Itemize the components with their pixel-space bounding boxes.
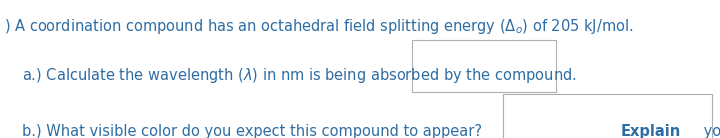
Text: a.) Calculate the wavelength ($\lambda$) in nm is being absorbed by the compound: a.) Calculate the wavelength ($\lambda$)… bbox=[22, 66, 577, 85]
Text: your reasoning clearly.: your reasoning clearly. bbox=[699, 124, 720, 138]
FancyBboxPatch shape bbox=[412, 40, 556, 92]
Text: ) A coordination compound has an octahedral field splitting energy ($\Delta_o$) : ) A coordination compound has an octahed… bbox=[4, 17, 633, 36]
Text: b.) What visible color do you expect this compound to appear?: b.) What visible color do you expect thi… bbox=[22, 124, 486, 138]
FancyBboxPatch shape bbox=[503, 94, 712, 138]
Text: Explain: Explain bbox=[621, 124, 681, 138]
